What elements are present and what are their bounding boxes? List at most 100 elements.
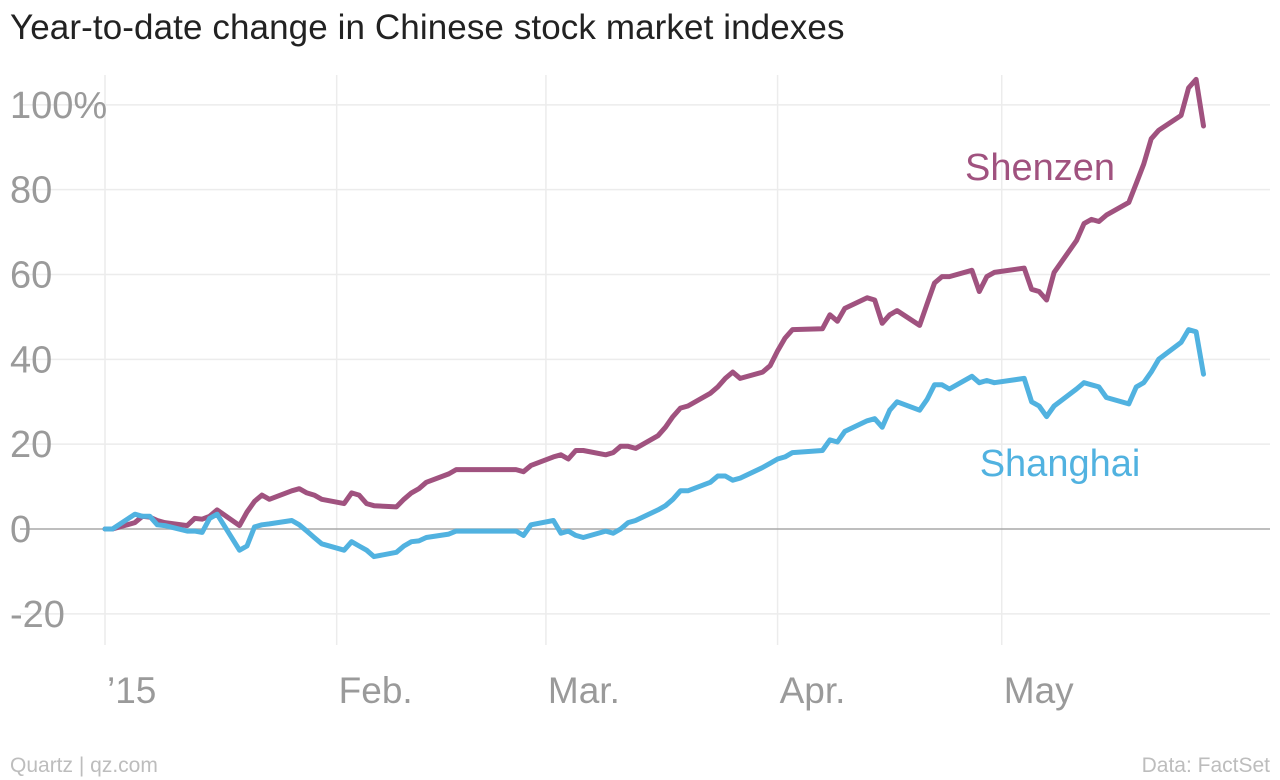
data-point bbox=[635, 519, 637, 522]
data-point bbox=[821, 328, 824, 330]
series-label: Shanghai bbox=[980, 443, 1141, 485]
data-point bbox=[717, 386, 719, 388]
y-tick-label: 20 bbox=[10, 424, 52, 466]
data-point bbox=[791, 452, 794, 454]
y-tick-label: 100% bbox=[10, 85, 107, 127]
data-point bbox=[933, 282, 936, 284]
data-point bbox=[515, 469, 517, 471]
data-point bbox=[560, 454, 562, 456]
data-point bbox=[844, 430, 846, 432]
data-point bbox=[455, 530, 457, 532]
data-point bbox=[1158, 129, 1160, 131]
data-point bbox=[605, 530, 607, 532]
data-point bbox=[530, 464, 532, 466]
data-point bbox=[425, 481, 427, 483]
data-point bbox=[1098, 220, 1100, 223]
data-point bbox=[530, 524, 532, 526]
data-point bbox=[687, 490, 689, 492]
data-point bbox=[253, 500, 256, 502]
data-point bbox=[238, 525, 241, 527]
data-point bbox=[261, 524, 263, 526]
data-point bbox=[881, 322, 883, 324]
data-point bbox=[418, 488, 420, 490]
data-point bbox=[1090, 384, 1092, 386]
data-point bbox=[791, 329, 794, 331]
data-source: Data: FactSet bbox=[1141, 754, 1270, 777]
data-point bbox=[829, 439, 831, 441]
data-point bbox=[268, 523, 270, 525]
data-point bbox=[1090, 218, 1092, 220]
data-point bbox=[575, 534, 577, 537]
data-point bbox=[866, 297, 868, 299]
chart-title: Year-to-date change in Chinese stock mar… bbox=[10, 8, 845, 47]
data-point bbox=[1075, 240, 1078, 242]
data-point bbox=[582, 449, 584, 452]
data-point bbox=[687, 405, 689, 407]
data-point bbox=[186, 530, 188, 532]
data-point bbox=[1158, 358, 1160, 360]
data-point bbox=[933, 384, 936, 386]
data-point bbox=[717, 475, 719, 477]
data-point bbox=[986, 379, 988, 382]
data-point bbox=[164, 525, 166, 527]
y-tick-label: 40 bbox=[10, 339, 52, 381]
data-point bbox=[522, 534, 525, 537]
data-point bbox=[425, 536, 427, 539]
data-point bbox=[1128, 201, 1130, 203]
data-point bbox=[560, 532, 562, 534]
data-point bbox=[627, 522, 629, 524]
data-point bbox=[366, 503, 368, 505]
data-point bbox=[732, 479, 734, 481]
data-point bbox=[971, 375, 973, 377]
data-point bbox=[657, 509, 659, 511]
data-point bbox=[216, 513, 218, 515]
data-point bbox=[246, 511, 248, 513]
data-point bbox=[993, 271, 995, 273]
data-point bbox=[926, 303, 928, 305]
data-point bbox=[836, 441, 839, 443]
data-point bbox=[1046, 299, 1048, 301]
data-point bbox=[1053, 405, 1055, 407]
data-point bbox=[978, 382, 980, 384]
data-point bbox=[298, 524, 300, 526]
data-point bbox=[762, 371, 764, 373]
data-point bbox=[874, 299, 876, 301]
data-point bbox=[552, 519, 555, 522]
data-point bbox=[1105, 396, 1107, 399]
x-tick-label: Feb. bbox=[339, 670, 413, 711]
data-point bbox=[784, 456, 786, 458]
data-point bbox=[567, 458, 569, 460]
data-point bbox=[679, 490, 682, 492]
data-point bbox=[1128, 403, 1130, 405]
data-point bbox=[926, 399, 928, 401]
data-point bbox=[298, 488, 300, 490]
data-point bbox=[455, 469, 457, 471]
data-point bbox=[1105, 214, 1107, 216]
data-point bbox=[1202, 125, 1205, 127]
data-point bbox=[762, 466, 764, 469]
data-point bbox=[1031, 401, 1033, 403]
series-lines bbox=[102, 76, 1206, 560]
data-point bbox=[1031, 288, 1033, 290]
data-point bbox=[1195, 331, 1197, 333]
data-point bbox=[448, 533, 450, 535]
y-tick-label: -20 bbox=[10, 594, 65, 636]
data-point bbox=[216, 509, 218, 511]
data-point bbox=[1150, 138, 1152, 140]
x-tick-label: Apr. bbox=[780, 670, 846, 711]
x-tick-label: Mar. bbox=[548, 670, 620, 711]
data-point bbox=[403, 498, 405, 500]
data-point bbox=[784, 337, 786, 339]
data-point bbox=[664, 426, 667, 428]
data-point bbox=[201, 518, 203, 520]
data-point bbox=[366, 549, 368, 551]
data-point bbox=[777, 458, 779, 460]
data-point bbox=[209, 517, 211, 520]
data-point bbox=[986, 276, 988, 278]
x-tick-label: May bbox=[1004, 670, 1074, 711]
data-point bbox=[395, 506, 397, 508]
data-point bbox=[1075, 388, 1078, 390]
data-point bbox=[261, 494, 263, 496]
data-point bbox=[373, 505, 375, 507]
data-point bbox=[410, 492, 412, 494]
